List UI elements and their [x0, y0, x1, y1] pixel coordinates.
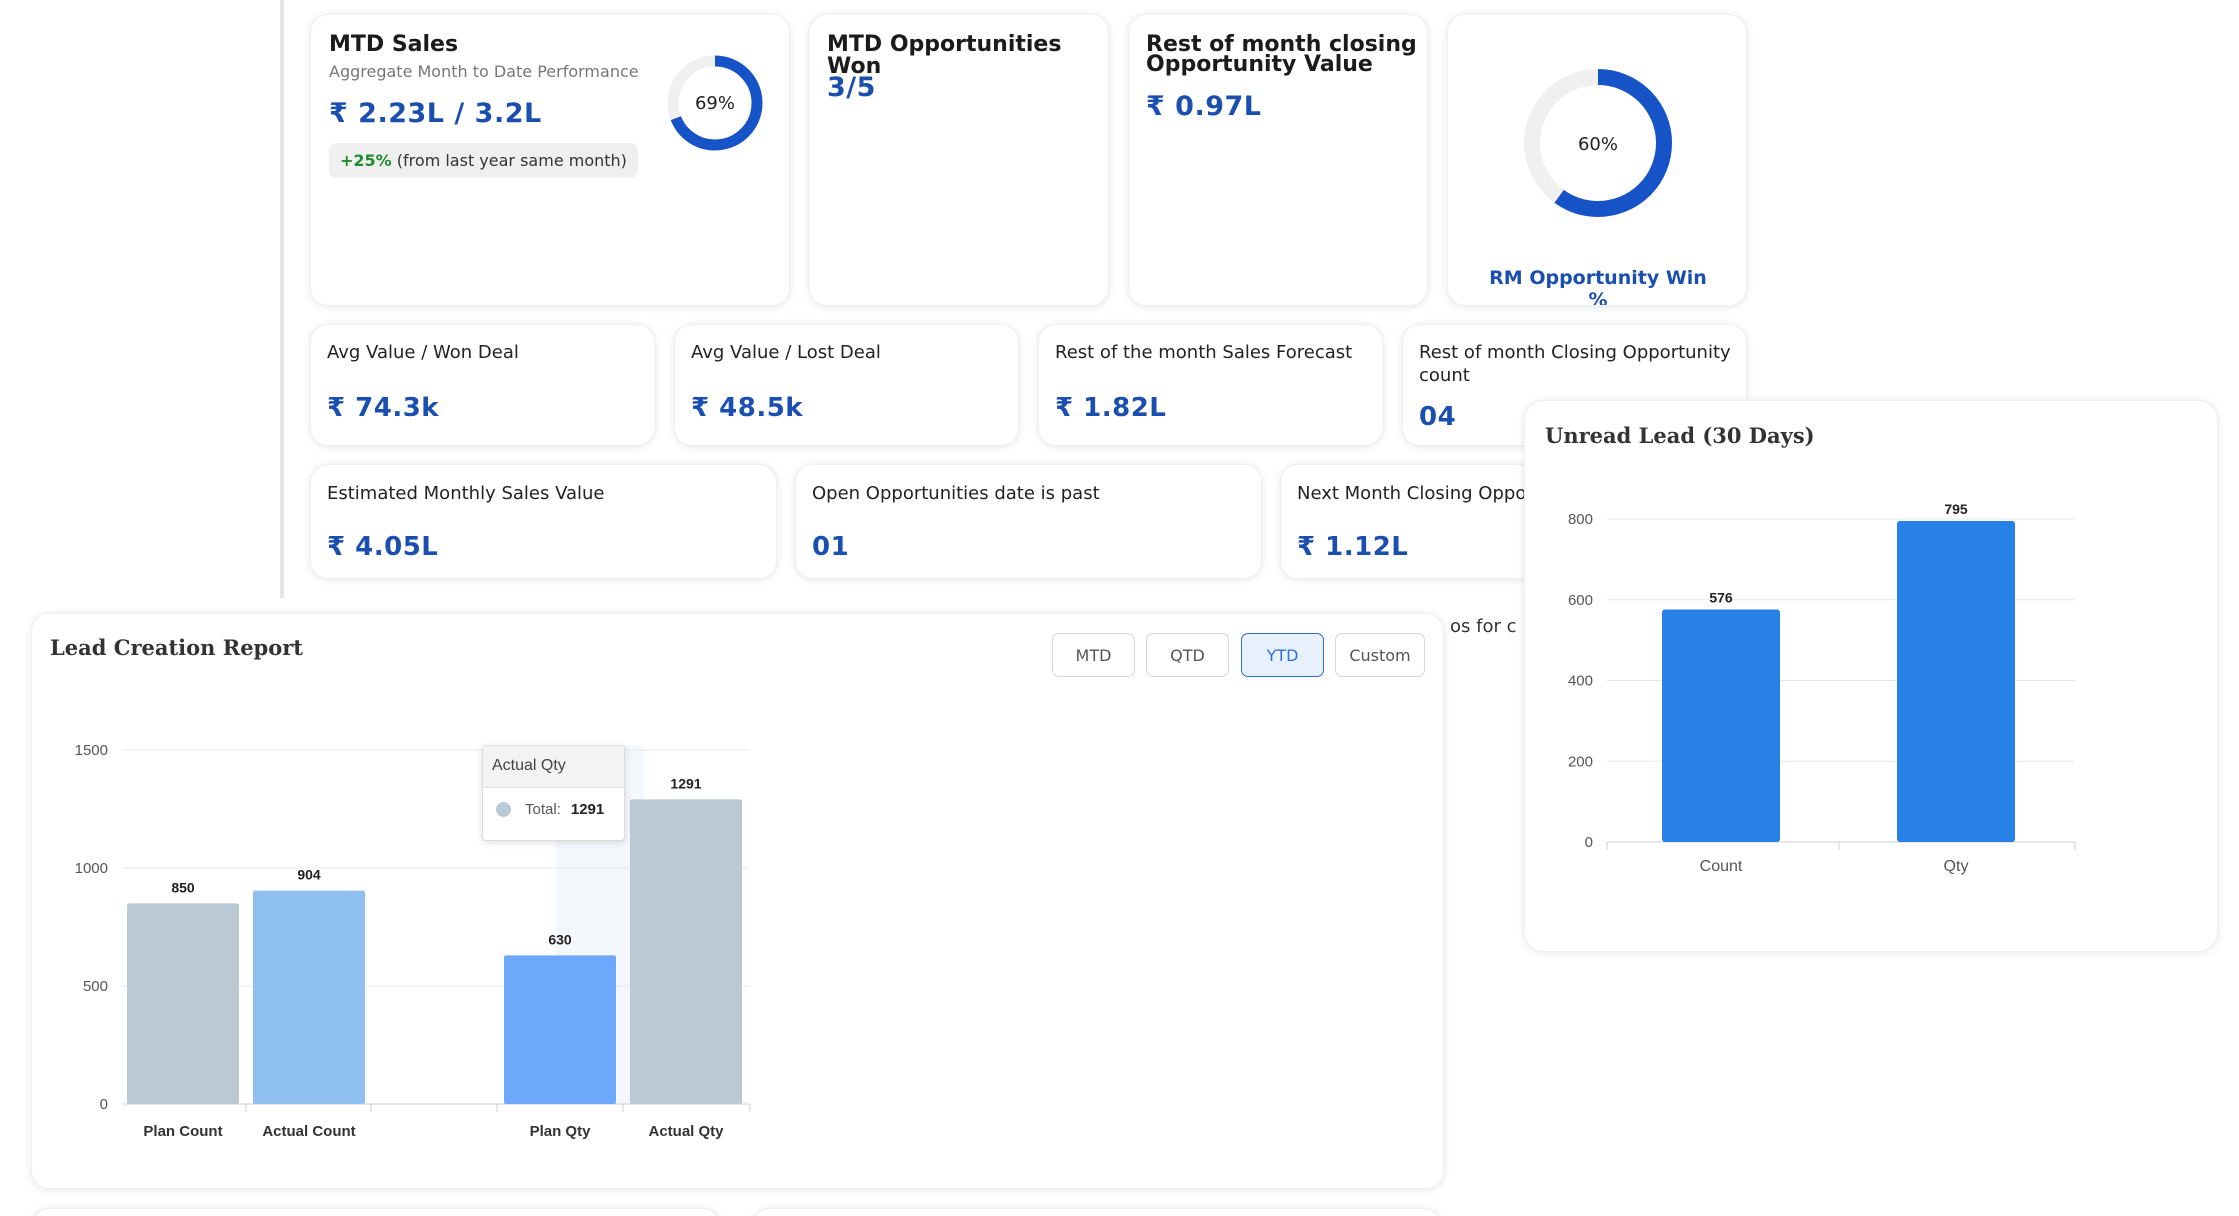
growth-pill: +25% (from last year same month): [329, 143, 638, 178]
y-tick-label: 0: [100, 1096, 108, 1113]
sidebar-divider: [280, 0, 284, 598]
bar-value-label: 795: [1944, 501, 1968, 517]
closing-count-value: 04: [1419, 402, 1457, 432]
bar-qty: [1897, 521, 2015, 842]
mtd-sales-gauge: 69%: [667, 55, 763, 151]
y-tick-label: 800: [1568, 511, 1593, 528]
x-category-label: Plan Count: [143, 1123, 222, 1140]
mtd-opportunities-value: 3/5: [827, 72, 876, 103]
unread-lead-card: Unread Lead (30 Days) 0 200 400 600 800 576 Co…: [1524, 400, 2218, 952]
tooltip-label: Total:: [525, 801, 561, 818]
mtd-sales-card: MTD Sales Aggregate Month to Date Perfor…: [310, 14, 790, 306]
bar-actual-qty: [630, 799, 742, 1104]
growth-percent: +25%: [340, 151, 392, 170]
filter-ytd-button[interactable]: YTD: [1241, 633, 1324, 677]
x-category-label: Plan Qty: [530, 1123, 592, 1140]
avg-lost-card: Avg Value / Lost Deal ₹ 48.5k: [674, 324, 1019, 446]
mtd-sales-value: ₹ 2.23L / 3.2L: [329, 98, 542, 129]
growth-note: (from last year same month): [396, 151, 627, 170]
rm-win-label: RM Opportunity Win %: [1489, 267, 1707, 306]
avg-won-label: Avg Value / Won Deal: [327, 342, 519, 363]
y-tick-label: 1000: [75, 860, 108, 877]
bottom-card-left: [31, 1208, 721, 1216]
avg-lost-value: ₹ 48.5k: [691, 393, 804, 423]
bar-value-label: 576: [1709, 589, 1733, 605]
avg-lost-label: Avg Value / Lost Deal: [691, 342, 881, 363]
x-category-label: Actual Count: [262, 1123, 355, 1140]
avg-won-value: ₹ 74.3k: [327, 393, 440, 423]
mtd-sales-title: MTD Sales: [329, 32, 459, 57]
mtd-sales-gauge-arc: [667, 55, 763, 151]
mtd-sales-subtitle: Aggregate Month to Date Performance: [329, 62, 639, 81]
lead-creation-card: Lead Creation Report MTD QTD YTD Custom …: [31, 613, 1444, 1189]
rest-month-closing-title-1: Rest of month closing: [1146, 32, 1417, 57]
closing-count-label-1: Rest of month Closing Opportunity: [1419, 342, 1731, 363]
lead-creation-title: Lead Creation Report: [50, 635, 304, 660]
rm-win-card: 60% RM Opportunity Win %: [1447, 14, 1747, 306]
rm-win-gauge-arc: [1524, 69, 1672, 217]
mtd-sales-gauge-label: 69%: [695, 93, 735, 114]
hidden-card-fragment: os for c: [1450, 616, 1517, 637]
y-tick-label: 500: [83, 978, 108, 995]
open-past-label: Open Opportunities date is past: [812, 483, 1100, 504]
tooltip-series-dot: [496, 802, 511, 817]
next-month-label: Next Month Closing Oppor: [1297, 483, 1534, 504]
tooltip-title: Actual Qty: [483, 746, 624, 788]
est-monthly-label: Estimated Monthly Sales Value: [327, 483, 605, 504]
rm-win-gauge: 60%: [1524, 69, 1672, 217]
closing-count-label-2: count: [1419, 365, 1470, 386]
rest-month-closing-card: Rest of month closing Opportunity Value …: [1128, 14, 1428, 306]
y-tick-label: 1500: [75, 742, 108, 759]
sales-forecast-card: Rest of the month Sales Forecast ₹ 1.82L: [1038, 324, 1383, 446]
bar-value-label: 1291: [670, 775, 701, 791]
y-tick-label: 0: [1585, 834, 1593, 851]
bar-actual-count: [253, 890, 365, 1104]
y-tick-label: 400: [1568, 673, 1593, 690]
chart-tooltip: Actual Qty Total: 1291: [482, 745, 625, 841]
open-past-value: 01: [812, 532, 850, 562]
rm-win-gauge-label: 60%: [1578, 134, 1618, 155]
filter-custom-button[interactable]: Custom: [1335, 633, 1425, 677]
y-tick-label: 600: [1568, 592, 1593, 609]
rest-month-closing-value: ₹ 0.97L: [1146, 91, 1262, 122]
mtd-opportunities-card: MTD Opportunities Won 3/5: [809, 14, 1109, 306]
x-category-label: Count: [1700, 858, 1743, 875]
tooltip-value: 1291: [570, 801, 605, 818]
next-month-value: ₹ 1.12L: [1297, 532, 1409, 562]
x-category-label: Qty: [1944, 858, 1969, 875]
rest-month-closing-title-2: Opportunity Value: [1146, 52, 1373, 77]
x-category-label: Actual Qty: [648, 1123, 724, 1140]
sales-forecast-value: ₹ 1.82L: [1055, 393, 1167, 423]
lead-creation-chart: 0 500 1000 1500 850 Plan Count 904 Actual Count…: [75, 742, 751, 1140]
filter-qtd-button[interactable]: QTD: [1146, 633, 1229, 677]
bar-value-label: 850: [171, 879, 195, 895]
est-monthly-card: Estimated Monthly Sales Value ₹ 4.05L: [310, 464, 777, 579]
avg-won-card: Avg Value / Won Deal ₹ 74.3k: [310, 324, 655, 446]
tooltip-body: Total: 1291: [483, 788, 624, 818]
mtd-opportunities-title: MTD Opportunities Won: [827, 32, 1062, 79]
bar-plan-qty: [504, 955, 616, 1104]
sales-forecast-label: Rest of the month Sales Forecast: [1055, 342, 1353, 363]
unread-lead-chart: 0 200 400 600 800 576 Count 795 Qty: [1568, 501, 2076, 875]
bar-value-label: 904: [297, 867, 321, 883]
est-monthly-value: ₹ 4.05L: [327, 532, 439, 562]
unread-lead-title: Unread Lead (30 Days): [1545, 423, 1815, 448]
bar-plan-count: [127, 903, 239, 1104]
bar-count: [1662, 609, 1780, 842]
open-past-card: Open Opportunities date is past 01: [795, 464, 1262, 579]
filter-mtd-button[interactable]: MTD: [1052, 633, 1135, 677]
bar-value-label: 630: [548, 931, 572, 947]
bottom-card-right: [752, 1208, 1442, 1216]
y-tick-label: 200: [1568, 753, 1593, 770]
